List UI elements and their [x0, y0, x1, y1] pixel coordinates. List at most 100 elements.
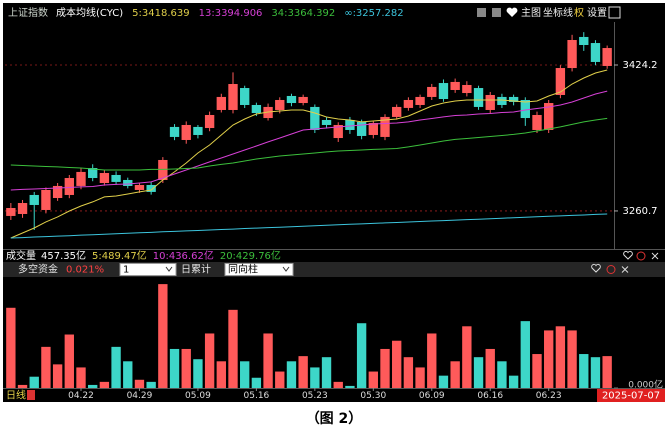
favorite-icon[interactable] — [623, 250, 633, 260]
volume-ma-label: 5:489.47亿 — [92, 249, 147, 262]
x-tick-label: 06.09 — [419, 391, 445, 401]
volume-bar — [251, 377, 262, 388]
volume-bar — [345, 385, 355, 388]
candle-body — [590, 43, 601, 62]
candle-body — [158, 159, 168, 180]
candle-body — [193, 126, 203, 135]
candle-body — [462, 84, 472, 94]
dropdown[interactable] — [119, 263, 177, 276]
volume-bar — [567, 330, 577, 388]
candle-body — [415, 96, 425, 105]
candle-body — [544, 103, 554, 130]
volume-bar — [590, 357, 601, 388]
x-tick-label: 05.16 — [244, 391, 270, 401]
candle-body — [532, 114, 542, 130]
candle-body — [216, 96, 226, 110]
menu-item[interactable]: 坐标线 — [543, 6, 573, 19]
candle-body — [380, 116, 390, 137]
volume-bar — [228, 309, 238, 388]
volume-bar — [473, 357, 484, 388]
volume-bar — [216, 361, 226, 388]
volume-bar — [520, 321, 530, 388]
candle-body — [204, 114, 215, 129]
volume-bar — [403, 357, 414, 388]
volume-bar — [380, 348, 390, 388]
dropdown[interactable] — [224, 263, 294, 276]
volume-bar — [146, 381, 156, 388]
candle-body — [473, 88, 484, 107]
candle-body — [356, 121, 367, 136]
candle-body — [88, 168, 98, 179]
x-tick-label: 06.23 — [536, 391, 562, 401]
volume-bar — [263, 333, 273, 388]
y-tick-label: 3260.7 — [623, 206, 658, 217]
favorite-icon[interactable] — [506, 7, 518, 18]
y-tick-label: 0.000亿 — [628, 379, 663, 391]
legend-entry: ∞:3257.282 — [344, 8, 403, 19]
candle-body — [76, 171, 86, 186]
candle-body — [555, 68, 566, 95]
candle-body — [181, 124, 191, 140]
volume-bar — [111, 346, 121, 388]
indicator-name: 多空资金 — [18, 263, 58, 276]
candle-body — [567, 39, 577, 69]
candle-body — [508, 96, 519, 102]
candle-body — [6, 208, 16, 216]
zoom-out-icon[interactable] — [492, 8, 501, 17]
volume-bar — [123, 361, 133, 388]
volume-bar — [64, 334, 74, 388]
panel-background — [3, 3, 665, 402]
legend-entry: 13:3394.906 — [199, 8, 263, 19]
x-tick-label: 06.16 — [477, 391, 503, 401]
candle-body — [450, 81, 460, 90]
plot: 3424.2 3260.7 0.000亿 04.22 04.29 05.09 05.16 05… — [5, 32, 663, 401]
close-icon[interactable] — [621, 266, 629, 273]
candle-body — [298, 96, 308, 104]
volume-bar — [204, 333, 215, 388]
dropdown-value[interactable]: 同向柱 — [228, 263, 258, 276]
candle-body — [111, 174, 121, 182]
menu-item[interactable]: 权 — [574, 6, 584, 19]
period-icon[interactable] — [27, 390, 35, 400]
candle-body — [310, 106, 320, 130]
volume-bar — [275, 371, 285, 388]
volume-bar — [532, 354, 542, 388]
volume-bar — [88, 384, 98, 388]
volume-bar — [99, 381, 110, 388]
volume-bar — [485, 348, 495, 388]
volume-bar — [41, 346, 51, 388]
volume-bar — [298, 356, 308, 388]
candle-body — [368, 123, 378, 135]
candle-body — [497, 96, 507, 105]
settings-icon[interactable] — [636, 251, 646, 261]
candle-body — [99, 173, 110, 184]
ma-line — [10, 213, 608, 239]
volume-bar — [368, 371, 378, 388]
candle-body — [52, 185, 63, 199]
candle-body — [602, 48, 612, 66]
period-label[interactable]: 日线 — [6, 389, 26, 402]
volume-ma-label: 20:429.76亿 — [220, 249, 281, 262]
candle-body — [333, 124, 343, 139]
ma-line — [10, 117, 608, 171]
favorite-icon[interactable] — [591, 263, 601, 273]
volume-bar — [29, 376, 39, 388]
settings-icon[interactable] — [606, 265, 616, 274]
close-icon[interactable] — [651, 252, 659, 260]
volume-bar — [333, 381, 343, 388]
cursor-date: 2025-07-07 — [602, 391, 660, 402]
volume-bar — [158, 284, 168, 388]
volume-bar — [52, 364, 63, 388]
volume-title: 成交量 — [6, 249, 36, 262]
dropdown-value[interactable]: 1 — [123, 265, 129, 276]
volume-bar — [392, 340, 402, 388]
export-icon[interactable] — [608, 6, 621, 19]
x-tick-label: 05.09 — [185, 391, 211, 401]
candle-body — [240, 88, 250, 105]
volume-bar — [462, 326, 472, 388]
menu-item[interactable]: 设置 — [587, 7, 607, 19]
zoom-in-icon[interactable] — [477, 8, 486, 17]
menu-item[interactable]: 主图 — [521, 7, 541, 19]
volume-bar — [450, 361, 460, 388]
